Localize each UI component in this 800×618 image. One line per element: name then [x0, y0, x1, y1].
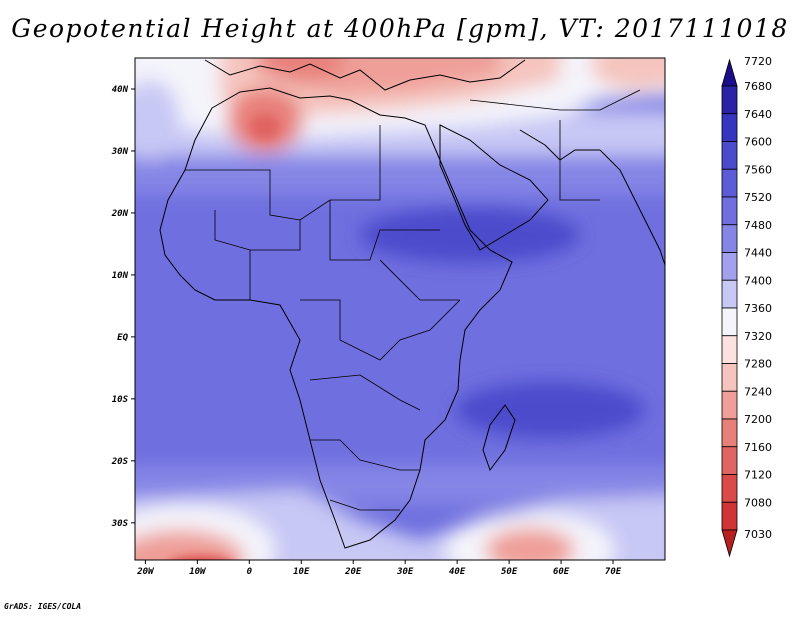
- colorbar-top-triangle: [721, 58, 738, 87]
- colorbar-label: 7120: [744, 469, 772, 482]
- colorbar-box: [721, 252, 738, 281]
- low-madagascar-south: [485, 528, 575, 560]
- colorbar-label: 7480: [744, 219, 772, 232]
- lon-tick-label: 30E: [396, 567, 414, 577]
- low-algeria-core: [250, 114, 280, 140]
- lat-tick-label: 20S: [111, 457, 129, 467]
- colorbar-label: 7680: [744, 80, 772, 93]
- colorbar-label: 7030: [744, 528, 772, 541]
- colorbar-box: [721, 418, 738, 448]
- lat-tick-label: 30S: [111, 519, 129, 529]
- colorbar-label: 7280: [744, 358, 772, 371]
- colorbar-label: 7240: [744, 385, 772, 398]
- colorbar-box: [721, 474, 738, 503]
- colorbar-box: [721, 141, 738, 170]
- europe-coast: [204, 59, 526, 91]
- colorbar-bottom-triangle: [721, 529, 738, 558]
- lon-tick-label: 70E: [605, 567, 622, 577]
- geopotential-field: [135, 58, 665, 560]
- lat-tick-label: 10S: [112, 395, 129, 405]
- arabia-coast: [439, 124, 549, 251]
- lon-tick-label: 60E: [553, 567, 570, 577]
- lon-tick-label: 10E: [293, 567, 310, 577]
- colorbar-label: 7720: [744, 55, 772, 68]
- colorbar-box: [721, 224, 738, 253]
- colorbar-label: 7600: [744, 136, 772, 149]
- lat-tick-label: 20N: [111, 209, 129, 219]
- colorbar-label: 7320: [744, 330, 772, 343]
- colorbar-label: 7440: [744, 247, 772, 260]
- longitude-axis: 20W 10W 0 10E 20E 30E 40E 50E 60E 70E: [136, 560, 622, 577]
- colorbar-label: 7160: [744, 441, 772, 454]
- plot-frame: [134, 57, 666, 561]
- colorbar-box: [721, 307, 738, 337]
- colorbar-label: 7080: [744, 496, 772, 509]
- latitude-axis: 40N 30N 20N 10N EQ 10S 20S 30S: [111, 85, 135, 529]
- western-edge-light: [135, 80, 180, 160]
- colorbar-box: [721, 196, 738, 226]
- lon-tick-label: 20W: [136, 567, 155, 577]
- low-southwest-core: [173, 556, 227, 560]
- high-sudan-arabia: [360, 207, 580, 263]
- lon-tick-label: 0: [247, 567, 253, 577]
- colorbar-box: [721, 446, 738, 475]
- colorbar-label: 7400: [744, 274, 772, 287]
- country-borders: [185, 89, 641, 511]
- colorbar-label: 7360: [744, 302, 772, 315]
- lon-tick-label: 50E: [501, 567, 518, 577]
- low-northeast: [590, 58, 665, 90]
- colorbar-box: [721, 279, 738, 309]
- low-mediterranean: [255, 58, 345, 80]
- lon-tick-label: 10W: [189, 567, 207, 577]
- lat-tick-label: 10N: [112, 271, 129, 281]
- colorbar-label: 7520: [744, 191, 772, 204]
- coastlines: [159, 59, 665, 549]
- colorbar-box: [721, 363, 738, 392]
- chart-title: Geopotential Height at 400hPa [gpm], VT:…: [11, 14, 789, 43]
- low-southwest: [135, 530, 245, 560]
- lat-tick-label: 30N: [111, 147, 129, 157]
- colorbar-box: [721, 113, 738, 142]
- india-coast: [599, 149, 665, 266]
- colorbar-box: [721, 390, 738, 420]
- colorbar: 7720 7680 7640 7600 7560 7520 7480 7440 7400 7360…: [721, 55, 772, 558]
- colorbar-label: 7200: [744, 413, 772, 426]
- colorbar-box: [721, 168, 738, 198]
- lat-tick-label: EQ: [117, 333, 128, 343]
- lat-tick-label: 40N: [112, 85, 129, 95]
- colorbar-box: [721, 85, 738, 115]
- colorbar-label: 7560: [744, 163, 772, 176]
- madagascar-coast: [482, 404, 516, 472]
- colorbar-box: [721, 501, 738, 531]
- high-indian-ocean: [455, 382, 645, 438]
- grads-credit: GrADS: IGES/COLA: [4, 602, 82, 611]
- lon-tick-label: 40E: [449, 567, 466, 577]
- lon-tick-label: 20E: [344, 567, 362, 577]
- colorbar-label: 7640: [744, 108, 772, 121]
- colorbar-box: [721, 335, 738, 364]
